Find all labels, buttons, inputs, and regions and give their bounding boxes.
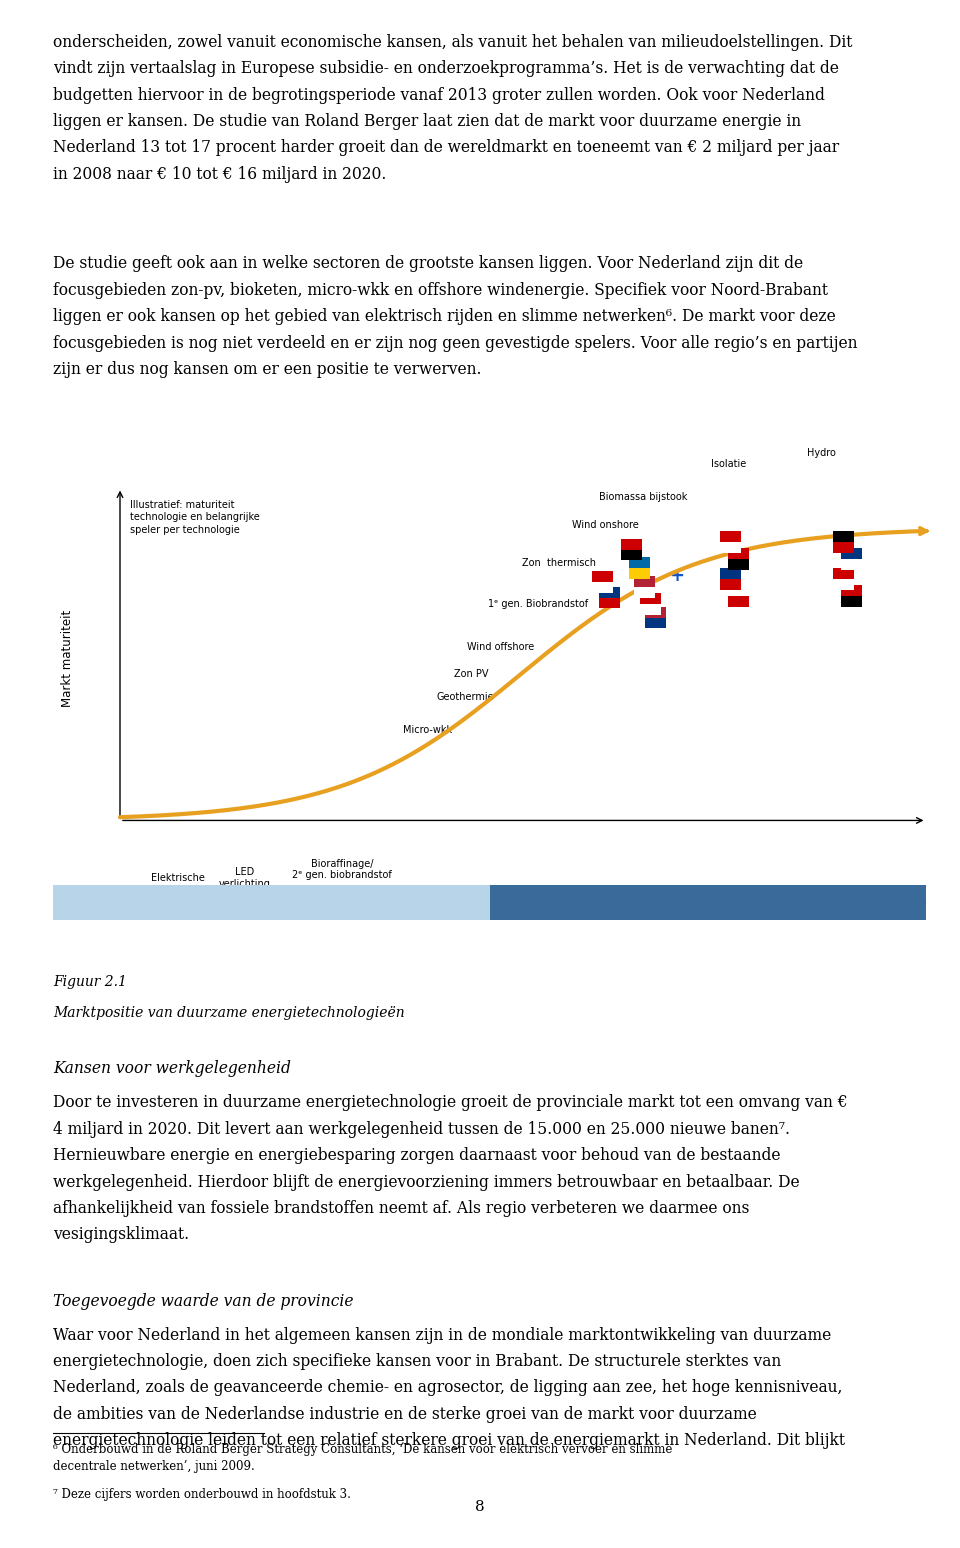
Text: onderscheiden, zowel vanuit economische kansen, als vanuit het behalen van milie: onderscheiden, zowel vanuit economische …: [53, 34, 852, 183]
Text: Nieuwe markt, nog niet verdeeld: Nieuwe markt, nog niet verdeeld: [84, 896, 291, 909]
Bar: [833, 579, 854, 590]
Text: Figuur 2.1: Figuur 2.1: [53, 975, 127, 989]
Bar: [720, 568, 741, 590]
Bar: [640, 593, 661, 615]
Bar: [629, 557, 650, 579]
Text: LED
verlichting: LED verlichting: [219, 867, 271, 889]
Bar: [640, 604, 661, 615]
Text: Hydro: Hydro: [807, 447, 836, 458]
Bar: [720, 579, 741, 590]
Text: Zon  thermisch: Zon thermisch: [522, 557, 596, 568]
Text: 1ᵉ gen. Biobrandstof: 1ᵉ gen. Biobrandstof: [489, 599, 588, 610]
Bar: [621, 539, 642, 560]
Text: Door te investeren in duurzame energietechnologie groeit de provinciale markt to: Door te investeren in duurzame energiete…: [53, 1094, 848, 1243]
Text: Bioraffinage/
2ᵉ gen. biobrandstof: Bioraffinage/ 2ᵉ gen. biobrandstof: [293, 859, 392, 879]
Bar: [833, 531, 854, 553]
Bar: [841, 559, 862, 570]
Bar: [634, 587, 655, 598]
Text: Toegevoegde waarde van de provincie: Toegevoegde waarde van de provincie: [53, 1293, 353, 1310]
Text: Markt maturiteit: Markt maturiteit: [60, 610, 74, 706]
Text: 8: 8: [475, 1500, 485, 1514]
Text: Illustratief: maturiteit
technologie en belangrijke
speler per technologie: Illustratief: maturiteit technologie en …: [130, 500, 259, 534]
Bar: [599, 587, 620, 608]
Text: Waar voor Nederland in het algemeen kansen zijn in de mondiale marktontwikkeling: Waar voor Nederland in het algemeen kans…: [53, 1327, 845, 1449]
Bar: [833, 568, 854, 590]
Bar: [490, 885, 926, 920]
Text: Micro-wkk: Micro-wkk: [403, 724, 452, 735]
Text: Marktpositie van duurzame energietechnologieën: Marktpositie van duurzame energietechnol…: [53, 1006, 404, 1020]
Polygon shape: [53, 885, 70, 920]
Text: ⁷ Deze cijfers worden onderbouwd in hoofdstuk 3.: ⁷ Deze cijfers worden onderbouwd in hoof…: [53, 1488, 350, 1500]
Text: +: +: [669, 567, 684, 585]
Bar: [592, 582, 613, 593]
Text: Wind onshore: Wind onshore: [572, 520, 639, 529]
Text: Wind offshore: Wind offshore: [467, 642, 534, 652]
Bar: [841, 548, 862, 570]
Text: Biomassa bijstook: Biomassa bijstook: [599, 492, 687, 502]
Bar: [645, 618, 666, 628]
Text: De studie geeft ook aan in welke sectoren de grootste kansen liggen. Voor Nederl: De studie geeft ook aan in welke sectore…: [53, 255, 857, 378]
Polygon shape: [909, 885, 926, 920]
Text: ⁶ Onderbouwd in de Roland Berger Strategy Consultants, ‘De kansen voor elektrisc: ⁶ Onderbouwd in de Roland Berger Strateg…: [53, 1443, 672, 1474]
Text: Gevestigde markt en spelers: Gevestigde markt en spelers: [692, 896, 895, 909]
Bar: [841, 585, 862, 607]
Bar: [53, 885, 926, 920]
Bar: [621, 550, 642, 560]
Bar: [645, 607, 666, 628]
Bar: [833, 542, 854, 553]
Bar: [728, 548, 749, 570]
Bar: [728, 596, 749, 607]
Bar: [629, 568, 650, 579]
Bar: [720, 542, 741, 553]
Text: Elektrische
voertuigen: Elektrische voertuigen: [151, 873, 204, 895]
Text: Geothermie: Geothermie: [436, 692, 493, 701]
Bar: [728, 559, 749, 570]
Bar: [841, 596, 862, 607]
Bar: [599, 598, 620, 608]
Text: Zon PV: Zon PV: [454, 669, 489, 680]
Text: Kansen voor werkgelegenheid: Kansen voor werkgelegenheid: [53, 1060, 291, 1077]
Bar: [720, 531, 741, 553]
Bar: [634, 576, 655, 598]
Text: Isolatie: Isolatie: [711, 458, 746, 469]
Bar: [728, 585, 749, 607]
Bar: [592, 571, 613, 593]
